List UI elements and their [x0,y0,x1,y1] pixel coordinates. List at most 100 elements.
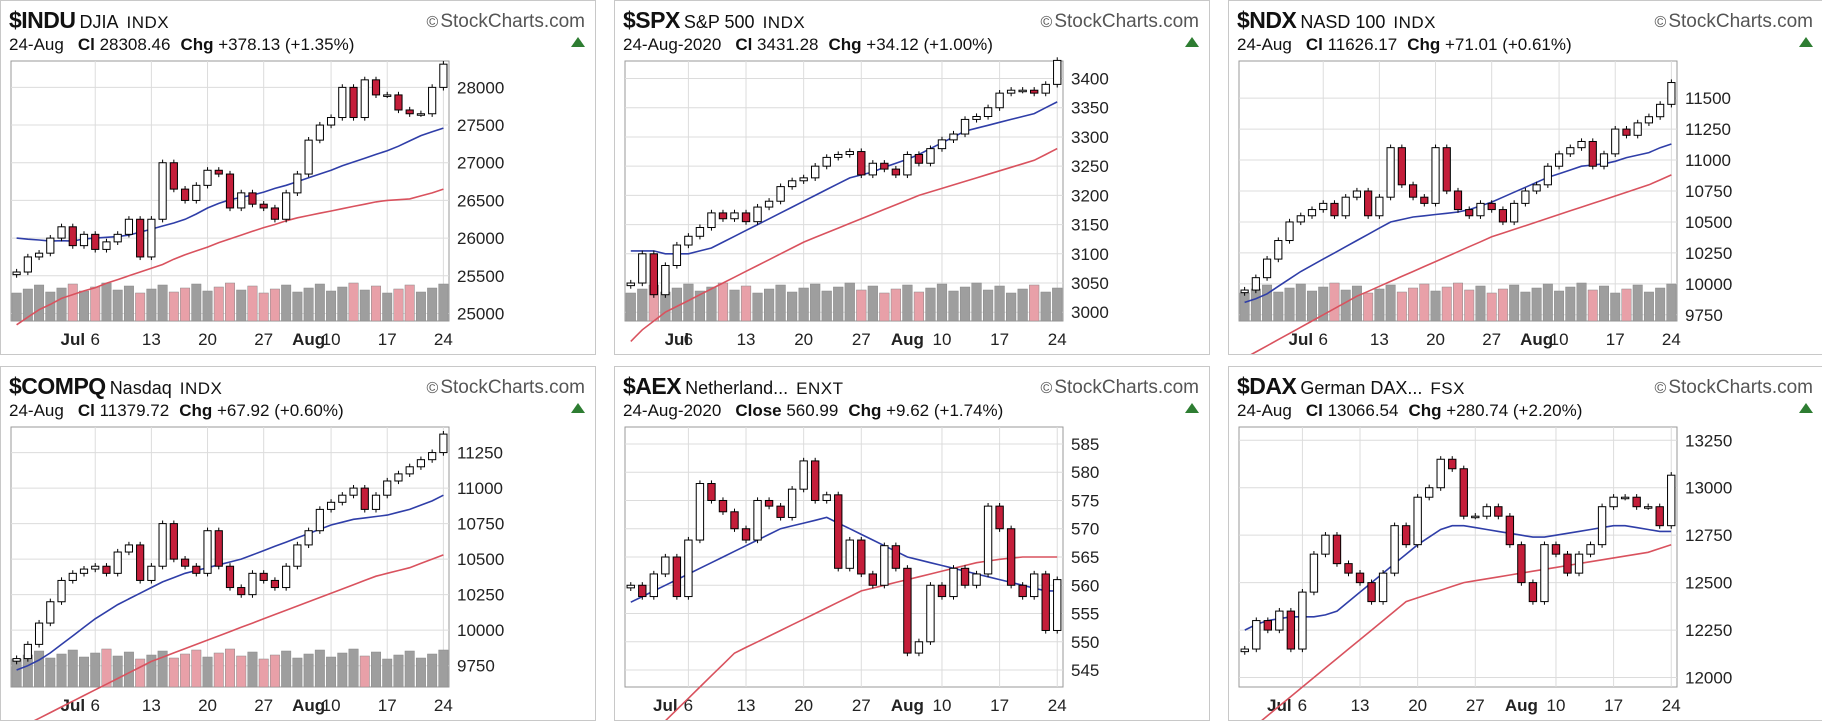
volume-bar [123,651,134,688]
candlestick [46,598,55,627]
index-name: DJIA [79,12,119,32]
volume-bar [303,653,314,688]
volume-bar [337,652,348,688]
candlestick [1644,113,1654,127]
volume-bar [1430,290,1441,322]
candlestick [338,492,347,506]
candlestick [995,90,1004,111]
candle-body [1611,128,1620,155]
candle-body [1352,190,1362,198]
x-tick-label: 10 [1550,330,1569,349]
volume-bar [913,291,925,322]
candle-body [1252,620,1261,650]
candle-body [68,226,77,247]
candle-body [113,233,122,243]
candle-body [787,488,797,518]
close-value: 560.99 [786,401,839,420]
candle-body [1240,289,1249,294]
candlestick [949,565,958,600]
candlestick [937,136,947,152]
candlestick [799,174,808,184]
candlestick [383,477,392,499]
x-tick-label: Jul [665,330,690,349]
candle-body [1543,165,1552,186]
candle-body [1018,584,1027,598]
x-tick-label: 6 [684,696,693,715]
candle-body [1655,506,1664,527]
volume-bar [225,282,235,322]
candle-body [1448,458,1457,470]
volume-bar [1610,292,1621,322]
y-tick-label: 11000 [457,479,503,498]
chart-panel-dax: $DAX German DAX... FSX © StockCharts.com 24-A… [1228,366,1822,721]
candlestick [1240,286,1249,296]
candle-body [1442,147,1451,192]
candle-body [315,124,324,141]
candle-body [868,162,878,176]
price-chart: 11500 11250 11000 10750 10500 10250 10000 9750 J… [1238,60,1732,354]
candle-body [282,565,291,589]
volume-bar [844,282,855,322]
y-tick-label: 13250 [1685,431,1732,450]
candlestick [1240,645,1249,655]
volume-bar [775,284,786,322]
candle-body [91,233,100,250]
candlestick [914,638,924,657]
candlestick [1431,144,1440,207]
candlestick [1597,503,1607,548]
x-tick-label: 20 [198,330,217,349]
candle-body [1330,202,1339,217]
volume-bar [225,648,235,688]
candlestick [810,457,820,504]
candle-body [1307,209,1317,217]
volume-bar [146,654,157,688]
candlestick [383,91,392,99]
brand-text: StockCharts.com [1668,377,1813,398]
volume-bar [67,283,78,322]
x-tick-label: 13 [142,696,161,715]
ma50-line [630,147,1058,342]
ma50-line [33,554,444,720]
candlestick [787,486,797,521]
change-value: +67.92 (+0.60%) [217,401,344,420]
candle-body [79,233,89,247]
candle-body [1251,277,1260,291]
change-value: +71.01 (+0.61%) [1445,35,1572,54]
index-name: S&P 500 [683,12,755,32]
candlestick [192,563,201,577]
volume-bar [180,287,191,322]
up-triangle-icon [1185,403,1199,413]
candle-body [1597,506,1607,546]
candle-body [1053,579,1062,631]
candle-body [1286,610,1296,650]
candlestick [868,570,878,589]
volume-bar [1052,287,1063,322]
candlestick [102,563,111,577]
candlestick [857,536,866,578]
candlestick [169,159,178,193]
x-tick-label: 24 [434,696,453,715]
candlestick [23,641,32,662]
x-tick-label: 20 [794,696,813,715]
change-value: +34.12 (+1.00%) [866,35,993,54]
volume-bar [112,289,123,322]
index-name: Netherland... [685,378,789,398]
x-tick-label: 27 [1466,696,1485,715]
candlestick [203,167,212,189]
candle-body [1656,103,1665,118]
quote-row: 24-Aug Cl 11626.17 Chg +71.01 (+0.61%) [1237,35,1813,57]
candlestick [1018,87,1027,94]
chart-panel-aex: $AEX Netherland... ENXT © StockCharts.com 24-… [614,366,1210,721]
volume-bar [729,289,740,322]
volume-bar [982,289,994,322]
candlestick [1521,187,1530,207]
candlestick [1540,541,1549,605]
candlestick [394,470,403,485]
volume-bar [1441,286,1452,322]
candle-body [282,192,291,220]
candlestick [1413,494,1422,548]
volume-bar [1284,287,1295,322]
candlestick [1620,494,1630,501]
x-tick-label: 10 [322,330,341,349]
y-tick-label: 12750 [1685,526,1732,545]
